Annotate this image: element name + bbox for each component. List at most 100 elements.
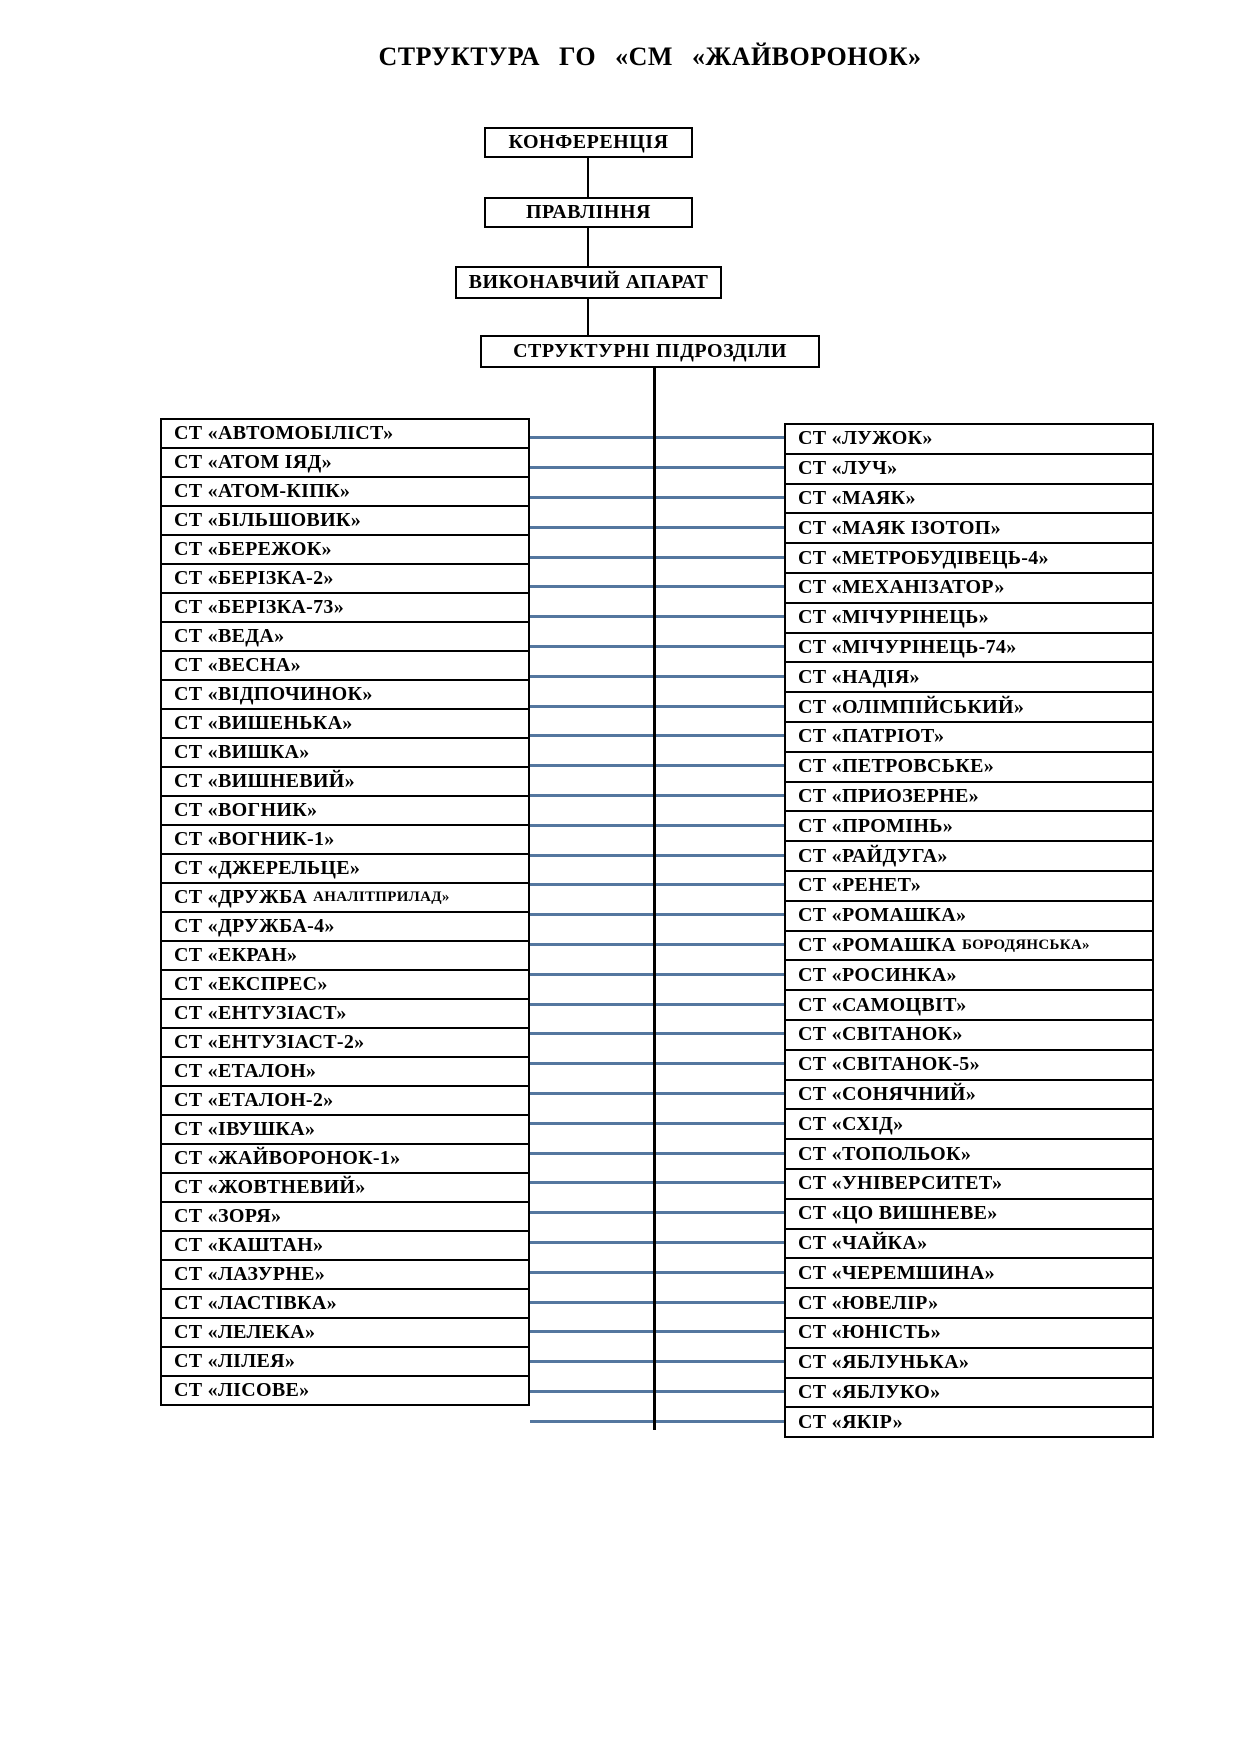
list-item: СТ «ВИШКА»: [160, 737, 530, 768]
list-item-label: СТ «ЦО ВИШНЕВЕ»: [798, 1202, 998, 1225]
list-item-label: СТ «АТОМ-КІПК»: [174, 480, 351, 502]
list-item-label: СТ «ВЕСНА»: [174, 654, 301, 676]
list-item: СТ «ЖАЙВОРОНОК-1»: [160, 1143, 530, 1174]
list-item: СТ «ТОПОЛЬОК»: [784, 1138, 1154, 1170]
list-item: СТ «УНІВЕРСИТЕТ»: [784, 1167, 1154, 1200]
box-executive-apparatus: ВИКОНАВЧИЙ АПАРАТ: [455, 266, 722, 299]
connector-line: [530, 1181, 784, 1185]
list-item: СТ «МІЧУРІНЕЦЬ-74»: [784, 631, 1154, 664]
list-item: СТ «АТОМ ІЯД»: [160, 447, 530, 478]
vertical-line: [587, 158, 589, 197]
connector-line: [530, 585, 784, 589]
list-item-label: СТ «МЕТРОБУДІВЕЦЬ-4»: [798, 546, 1049, 569]
list-item-label: СТ «ЕТАЛОН»: [174, 1060, 317, 1082]
list-item: СТ «ЮНІСТЬ»: [784, 1316, 1154, 1349]
connector-line: [530, 883, 784, 887]
list-item-label: СТ «ЛАСТІВКА»: [174, 1292, 337, 1314]
list-item-label: СТ «ЛУЧ»: [798, 457, 898, 480]
list-item: СТ «ЮВЕЛІР»: [784, 1287, 1154, 1319]
connector-line: [530, 1241, 784, 1244]
list-item-label: СТ «ВИШНЕВИЙ»: [174, 770, 355, 792]
connector-line: [530, 436, 784, 440]
list-item: СТ «ЛАСТІВКА»: [160, 1288, 530, 1319]
list-item-label: СТ «РАЙДУГА»: [798, 844, 948, 867]
list-item-label: СТ «ЯБЛУКО»: [798, 1380, 941, 1403]
list-item: СТ «МЕХАНІЗАТОР»: [784, 571, 1154, 604]
list-item: СТ «РАЙДУГА»: [784, 840, 1154, 872]
list-item: СТ «ВИШЕНЬКА»: [160, 708, 530, 739]
box-structural-subdivisions: СТРУКТУРНІ ПІДРОЗДІЛИ: [480, 335, 820, 368]
list-item: СТ «БЕРІЗКА-2»: [160, 563, 530, 594]
list-item: СТ «ЯБЛУНЬКА»: [784, 1346, 1154, 1379]
list-item-label: СТ «ЖОВТНЕВИЙ»: [174, 1176, 366, 1198]
list-item: СТ «МІЧУРІНЕЦЬ»: [784, 601, 1154, 634]
connector-line: [530, 943, 784, 946]
list-item: СТ «ДЖЕРЕЛЬЦЕ»: [160, 853, 530, 884]
list-item-label: СТ «ЮВЕЛІР»: [798, 1291, 939, 1314]
list-item: СТ «АТОМ-КІПК»: [160, 476, 530, 507]
list-item-label: СТ «НАДІЯ»: [798, 665, 920, 688]
list-item: СТ «ПАТРІОТ»: [784, 720, 1154, 753]
list-item-label: СТ «ЛУЖОК»: [798, 427, 933, 450]
list-item-label: СТ «МІЧУРІНЕЦЬ»: [798, 606, 989, 629]
list-item-label: СТ «ІВУШКА»: [174, 1118, 316, 1140]
connector-line: [530, 1151, 784, 1155]
connector-line: [530, 555, 784, 559]
list-item-label: СТ «ЛАЗУРНЕ»: [174, 1263, 326, 1285]
list-item: СТ «КАШТАН»: [160, 1230, 530, 1261]
list-item: СТ «САМОЦВІТ»: [784, 989, 1154, 1021]
list-item-label-small: АНАЛІТПРИЛАД»: [313, 889, 450, 905]
connector-line: [530, 496, 784, 499]
list-item-label: СТ «ЛЕЛЕКА»: [174, 1321, 316, 1343]
list-item: СТ «ЗОРЯ»: [160, 1201, 530, 1232]
list-item-label: СТ «ДЖЕРЕЛЬЦЕ»: [174, 857, 361, 879]
list-item: СТ «ЕНТУЗІАСТ-2»: [160, 1027, 530, 1058]
connector-line: [530, 704, 784, 708]
list-item: СТ «МАЯК»: [784, 482, 1154, 515]
list-item: СТ «СВІТАНОК-5»: [784, 1048, 1154, 1081]
list-item-label: СТ «ЕТАЛОН-2»: [174, 1089, 334, 1111]
list-item-label: СТ «ЛІЛЕЯ»: [174, 1350, 296, 1372]
list-item-label: СТ «ЖАЙВОРОНОК-1»: [174, 1147, 401, 1169]
list-item-label: СТ «ЕНТУЗІАСТ-2»: [174, 1031, 365, 1053]
list-item: СТ «МАЯК ІЗОТОП»: [784, 512, 1154, 545]
list-item-label: СТ «ЕКСПРЕС»: [174, 973, 328, 995]
list-item-label: СТ «ВОГНИК-1»: [174, 828, 335, 850]
list-item-label-small: БОРОДЯНСЬКА»: [961, 936, 1090, 953]
list-item: СТ «ЛЕЛЕКА»: [160, 1317, 530, 1348]
list-item-label: СТ «ПРИОЗЕРНЕ»: [798, 784, 979, 807]
connector-line: [530, 466, 784, 470]
connector-line: [530, 525, 784, 529]
list-item-label: СТ «БІЛЬШОВИК»: [174, 509, 362, 531]
list-item-label: СТ «БЕРЕЖОК»: [174, 538, 332, 560]
left-column: СТ «АВТОМОБІЛІСТ» СТ «АТОМ ІЯД» СТ «АТОМ-К…: [160, 418, 530, 1406]
connector-line: [530, 1390, 784, 1393]
list-item-label: СТ «АТОМ ІЯД»: [174, 451, 332, 473]
list-item: СТ «ПРИОЗЕРНЕ»: [784, 780, 1154, 813]
connector-line: [530, 1092, 784, 1095]
list-item-label: СТ «РОМАШКА»: [798, 904, 967, 927]
list-item-label: СТ «ВИШКА»: [174, 741, 310, 763]
list-item-label: СТ «ЯКІР»: [798, 1410, 903, 1433]
list-item-label: СТ «ПРОМІНЬ»: [798, 814, 954, 837]
list-item: СТ «ЧЕРЕМШИНА»: [784, 1257, 1154, 1290]
list-item: СТ «РОМАШКА БОРОДЯНСЬКА»: [784, 929, 1154, 962]
list-item-label: СТ «МАЯК ІЗОТОП»: [798, 516, 1001, 539]
connector-line: [530, 1032, 784, 1036]
list-item-label: СТ «КАШТАН»: [174, 1234, 324, 1256]
list-item: СТ «АВТОМОБІЛІСТ»: [160, 418, 530, 449]
central-trunk-line: [653, 368, 656, 1430]
list-item-label: СТ «САМОЦВІТ»: [798, 993, 967, 1016]
list-item-label: СТ «ЕКРАН»: [174, 944, 298, 966]
list-item: СТ «ВИШНЕВИЙ»: [160, 766, 530, 797]
list-item: СТ «ЯКІР»: [784, 1406, 1154, 1439]
list-item: СТ «РЕНЕТ»: [784, 869, 1154, 902]
right-column: СТ «ЛУЖОК» СТ «ЛУЧ» СТ «МАЯК» СТ «МАЯК ІЗОТ…: [784, 423, 1154, 1439]
connector-line: [530, 674, 784, 678]
connector-line: [530, 794, 784, 797]
vertical-line: [587, 228, 589, 266]
list-item: СТ «ПРОМІНЬ»: [784, 810, 1154, 843]
list-item-label: СТ «РОМАШКА: [798, 933, 956, 956]
connector-line: [530, 1002, 784, 1006]
